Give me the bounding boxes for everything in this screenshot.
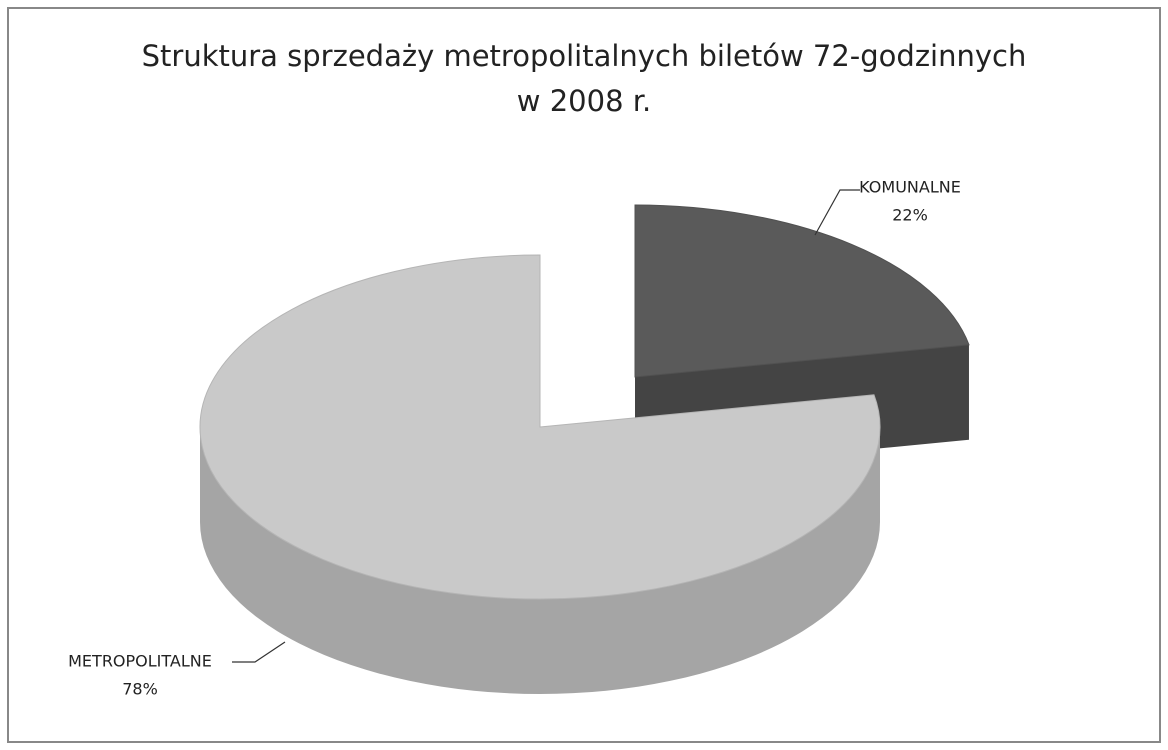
slice	[634, 204, 970, 378]
chart-title: w 2008 r.	[517, 84, 651, 118]
data-label-name: METROPOLITALNE	[68, 652, 212, 671]
leader-line	[814, 189, 860, 236]
leader-line	[232, 641, 286, 663]
data-label-value: 78%	[122, 680, 158, 699]
chart-title: Struktura sprzedaży metropolitalnych bil…	[142, 39, 1027, 73]
slice	[199, 254, 881, 600]
data-label-name: KOMUNALNE	[859, 178, 961, 197]
slice-side	[200, 427, 880, 694]
data-label-value: 22%	[892, 206, 928, 225]
